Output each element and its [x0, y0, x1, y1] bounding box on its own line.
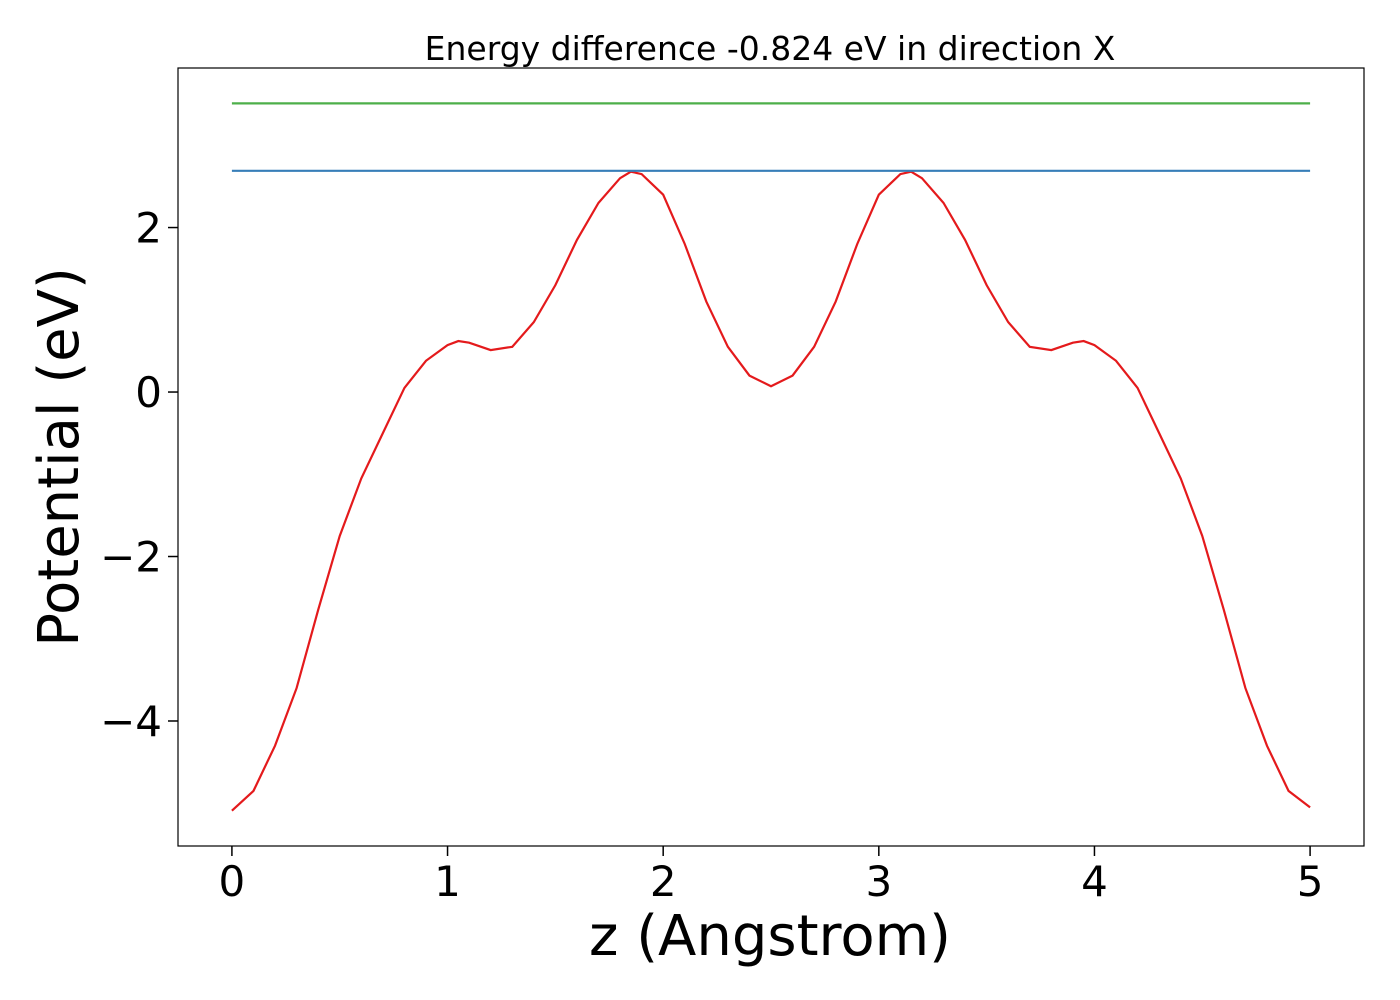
x-tick-label: 2 — [650, 857, 677, 906]
y-axis-label: Potential (eV) — [27, 267, 92, 647]
y-tick-label: −2 — [100, 533, 162, 582]
chart-title: Energy difference -0.824 eV in direction… — [425, 29, 1116, 68]
x-axis-label: z (Angstrom) — [589, 904, 951, 969]
x-tick-label: 0 — [219, 857, 246, 906]
plot-frame — [177, 67, 1365, 847]
data-line — [231, 170, 1311, 812]
x-tick-label: 3 — [865, 857, 892, 906]
y-tick-label: 0 — [135, 368, 162, 417]
y-tick-label: 2 — [135, 204, 162, 253]
x-tick-label: 1 — [434, 857, 461, 906]
x-tick-label: 5 — [1297, 857, 1324, 906]
y-tick-label: −4 — [100, 697, 162, 746]
x-tick-label: 4 — [1081, 857, 1108, 906]
